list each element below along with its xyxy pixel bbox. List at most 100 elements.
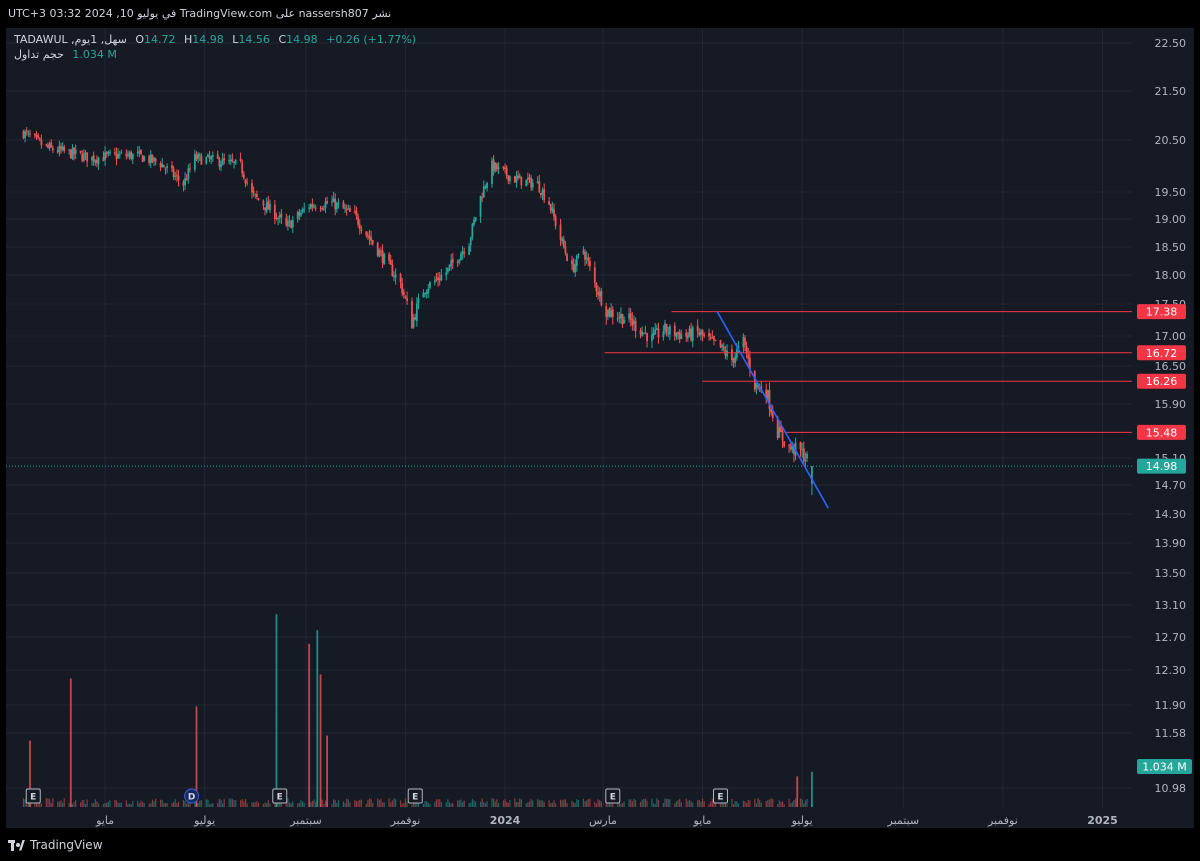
- volume-bar: [73, 801, 75, 807]
- volume-bar: [778, 800, 780, 807]
- candle-body: [185, 178, 188, 181]
- price-axis-tick: 11.58: [1155, 727, 1187, 740]
- volume-bar: [734, 800, 736, 807]
- earnings-event-marker[interactable]: [272, 788, 288, 804]
- volume-bar: [437, 799, 439, 807]
- earnings-event-label: E: [717, 793, 723, 803]
- candle-body: [371, 240, 374, 244]
- candle-body: [748, 357, 751, 371]
- volume-bar: [132, 800, 134, 807]
- candle-body: [241, 162, 244, 174]
- candle-body: [731, 349, 733, 361]
- tradingview-brand: TradingView: [30, 838, 103, 852]
- dividend-event-marker[interactable]: [184, 788, 200, 804]
- candle-body: [584, 251, 586, 260]
- candle-body: [107, 151, 110, 154]
- chart-svg[interactable]: 22.5021.5020.5019.5019.0018.5018.0017.50…: [6, 28, 1194, 828]
- candle-body: [744, 337, 746, 346]
- volume-bar: [52, 798, 54, 807]
- time-axis-tick: سبتمبر: [289, 814, 322, 827]
- candle-body: [566, 254, 568, 261]
- candle-body: [669, 325, 671, 335]
- volume-bar: [719, 803, 722, 807]
- chart-pane[interactable]: 22.5021.5020.5019.5019.0018.5018.0017.50…: [6, 28, 1194, 828]
- price-axis-tick: 12.70: [1155, 631, 1187, 644]
- candle-body: [360, 229, 363, 231]
- candle-body: [334, 198, 337, 210]
- earnings-event-marker[interactable]: [25, 788, 41, 804]
- volume-bar: [630, 799, 632, 807]
- candle-body: [641, 331, 644, 337]
- volume-bar: [177, 801, 180, 807]
- volume-bar: [372, 803, 374, 807]
- candle-body: [572, 263, 575, 272]
- symbol-label[interactable]: سهل, 1يوم, TADAWUL: [14, 33, 127, 46]
- candle-body: [234, 159, 237, 164]
- candle-body: [734, 356, 737, 364]
- candle-body: [422, 292, 425, 298]
- volume-bar: [460, 799, 462, 807]
- earnings-event-marker[interactable]: [407, 788, 423, 804]
- candle-body: [497, 166, 500, 169]
- volume-bar: [791, 801, 793, 807]
- volume-bar: [675, 801, 678, 807]
- volume-bar: [346, 798, 348, 807]
- volume-bar: [62, 802, 64, 807]
- candle-body: [719, 339, 722, 348]
- candle-body: [187, 168, 190, 180]
- volume-bar: [413, 801, 415, 807]
- trend-line[interactable]: [716, 311, 829, 509]
- candle-body: [654, 329, 657, 334]
- volume-bar: [721, 800, 723, 807]
- volume-bar: [161, 799, 163, 807]
- candle-body: [479, 195, 482, 217]
- price-axis-tick: 13.50: [1155, 567, 1187, 580]
- candle-body: [415, 303, 418, 322]
- volume-bar: [302, 801, 304, 807]
- volume-bar: [269, 803, 271, 807]
- volume-bar: [119, 802, 121, 807]
- volume-bar: [422, 804, 425, 807]
- volume-bar: [532, 800, 534, 807]
- volume-label[interactable]: حجم تداول: [14, 48, 64, 61]
- volume-bar: [537, 799, 539, 807]
- candle-body: [502, 166, 505, 169]
- candle-body: [618, 316, 621, 318]
- candle-body: [322, 208, 325, 210]
- candle-body: [176, 174, 178, 176]
- candle-body: [491, 160, 493, 184]
- level-price-tag-bg: [1137, 304, 1186, 320]
- volume-bar: [473, 800, 475, 807]
- earnings-event-marker[interactable]: [605, 788, 621, 804]
- volume-spike-bar: [316, 630, 319, 807]
- candle-body: [766, 390, 769, 399]
- candle-body: [195, 154, 198, 160]
- candle-body: [536, 181, 539, 184]
- tradingview-logo[interactable]: TradingView: [8, 838, 103, 852]
- volume-bar: [253, 802, 255, 807]
- candle-body: [651, 334, 653, 341]
- volume-bar: [701, 798, 704, 807]
- volume-bar: [140, 800, 142, 807]
- candle-body: [29, 133, 31, 135]
- volume-bar: [724, 803, 727, 807]
- candle-body: [141, 155, 144, 163]
- candle-body: [605, 306, 608, 318]
- candle-body: [252, 190, 255, 193]
- volume-bar: [667, 798, 669, 807]
- candle-body: [402, 291, 405, 295]
- candle-body: [303, 208, 306, 210]
- volume-bar: [582, 798, 584, 807]
- volume-bar: [540, 800, 542, 807]
- volume-bar: [780, 801, 782, 807]
- earnings-event-marker[interactable]: [713, 788, 729, 804]
- volume-bar: [515, 801, 518, 807]
- candle-body: [639, 330, 642, 335]
- candle-body: [37, 135, 40, 138]
- volume-bar: [298, 802, 300, 807]
- price-axis-tick: 19.00: [1155, 213, 1187, 226]
- volume-bar: [617, 803, 619, 807]
- price-axis-tick: 19.50: [1155, 186, 1187, 199]
- candle-body: [561, 238, 564, 242]
- candle-body: [277, 217, 280, 220]
